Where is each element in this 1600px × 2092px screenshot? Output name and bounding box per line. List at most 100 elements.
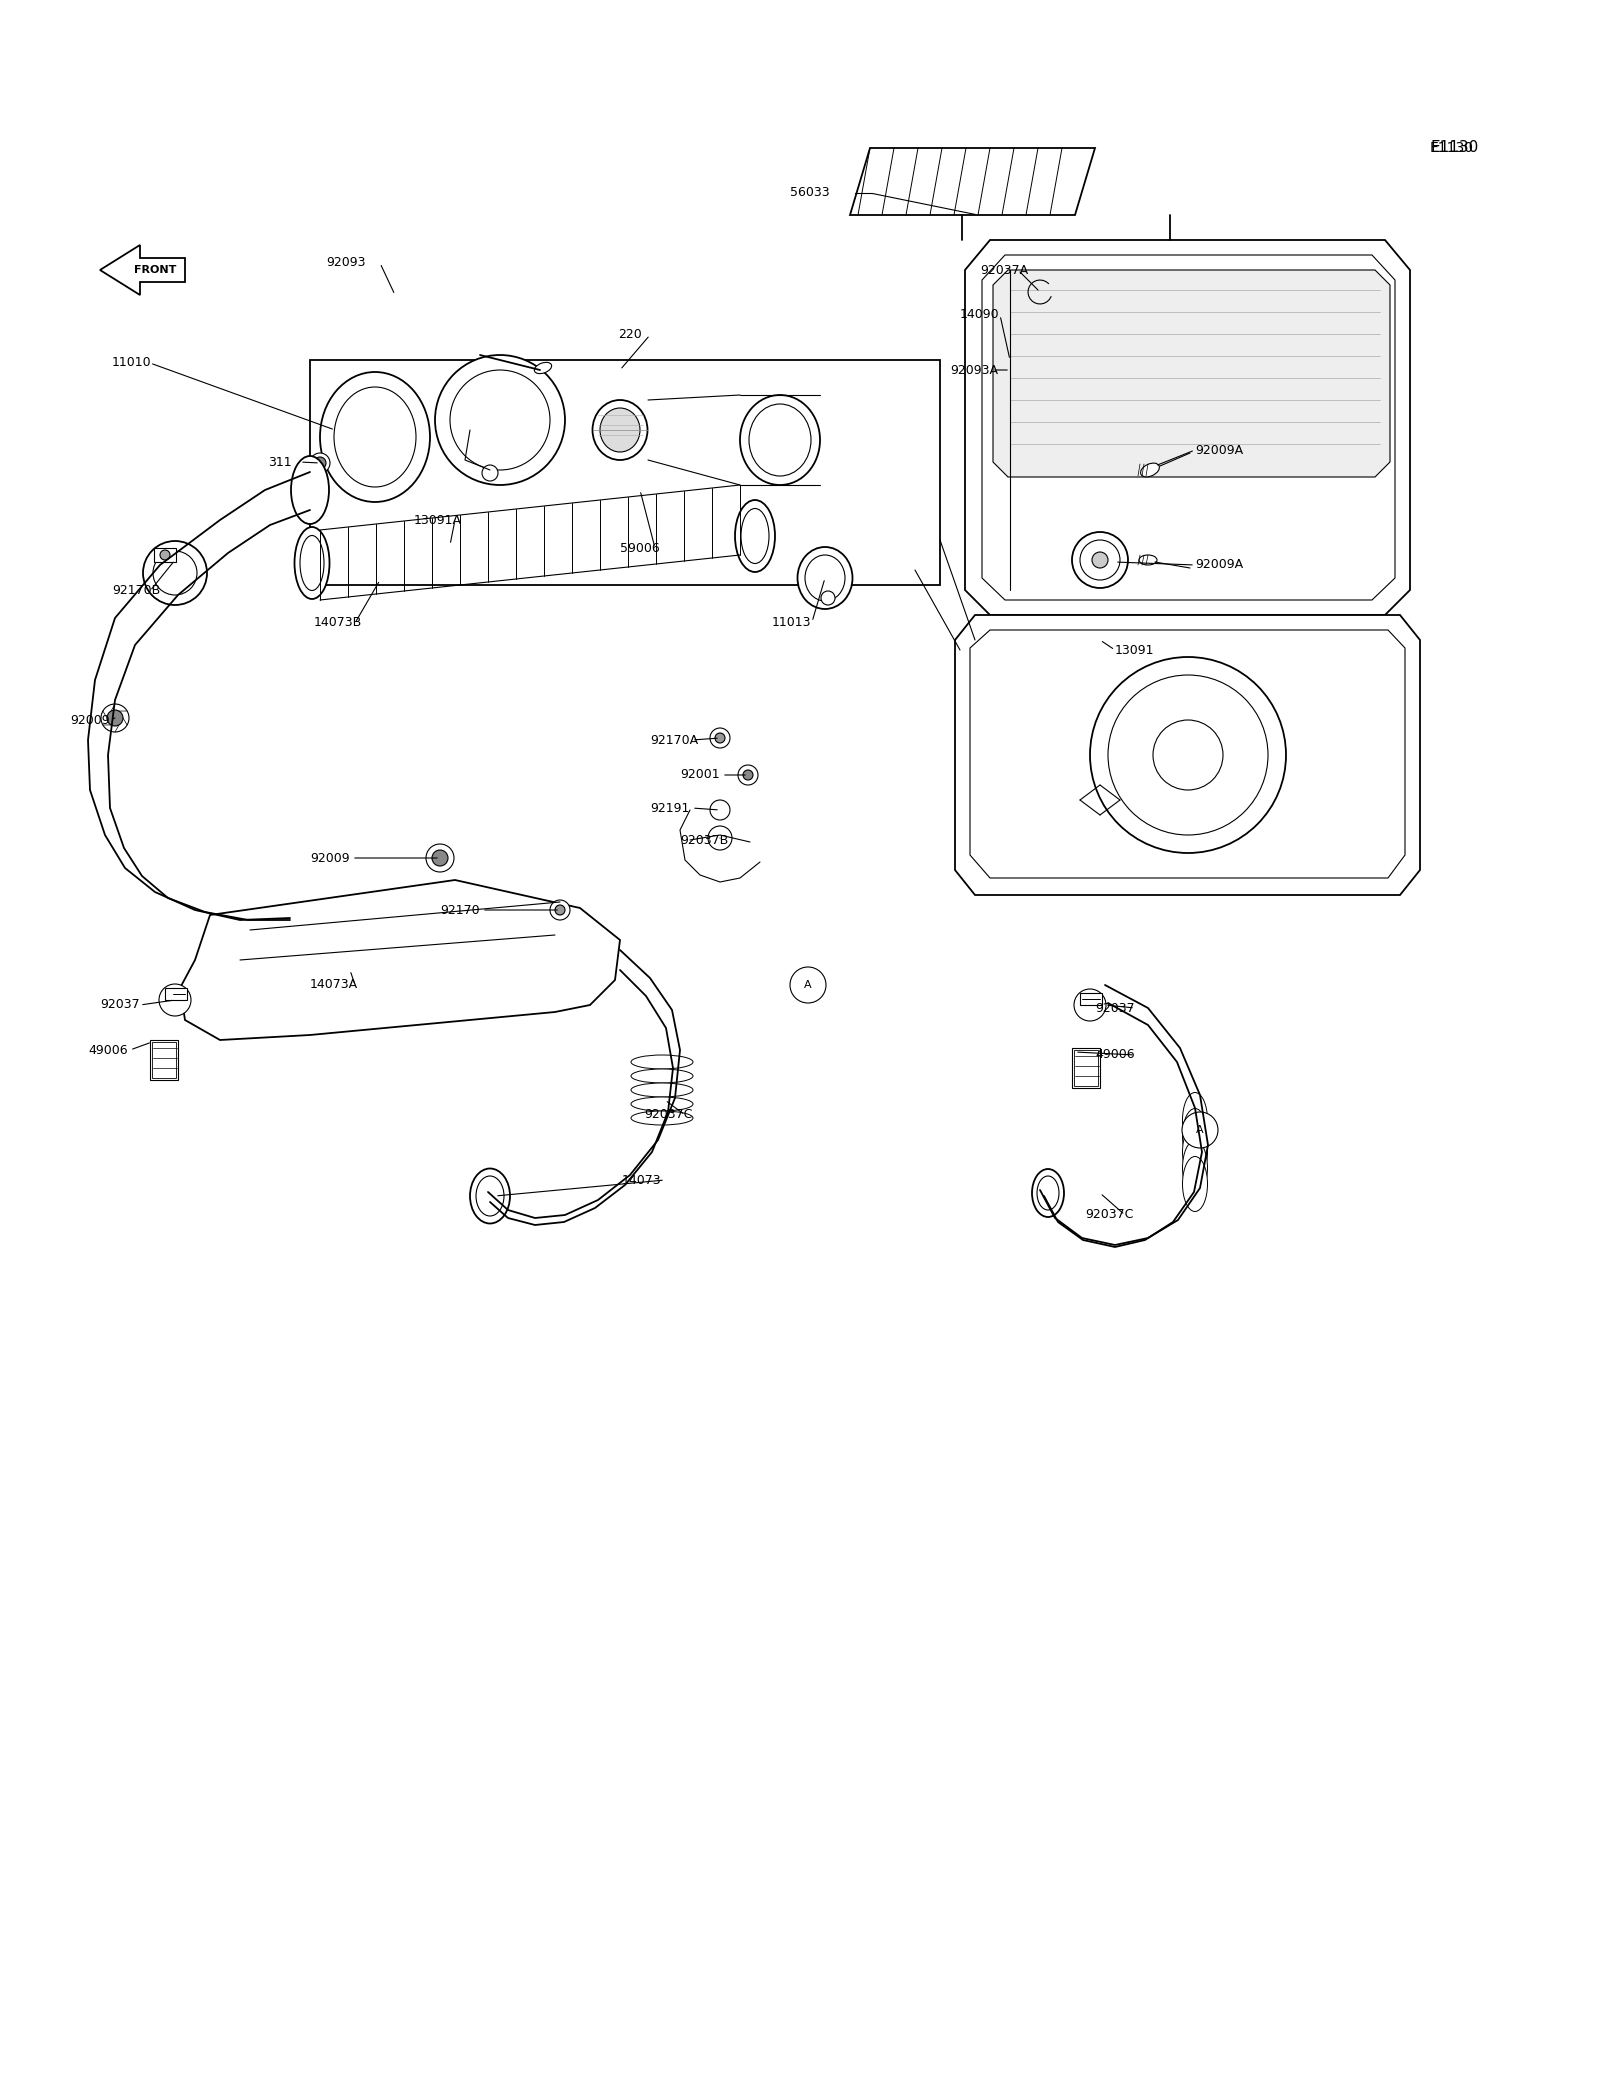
Text: 14073: 14073 [622,1174,662,1186]
Ellipse shape [592,400,648,460]
Text: 92009: 92009 [70,713,110,726]
Circle shape [142,542,206,605]
Ellipse shape [1182,1157,1208,1211]
Circle shape [1107,676,1267,835]
Circle shape [550,900,570,920]
Circle shape [158,983,190,1017]
Ellipse shape [294,527,330,598]
Bar [310,360,941,586]
Circle shape [1091,552,1107,569]
Circle shape [742,770,754,780]
Circle shape [738,766,758,784]
Polygon shape [99,245,186,295]
Circle shape [314,456,326,469]
Text: 49006: 49006 [1094,1048,1134,1061]
Text: 92093: 92093 [326,257,365,270]
Text: FRONT: FRONT [134,266,176,274]
Ellipse shape [630,1096,693,1111]
Ellipse shape [534,362,552,374]
Ellipse shape [741,508,770,563]
Text: 92093A: 92093A [950,364,998,377]
Circle shape [426,843,454,872]
Circle shape [1182,1113,1218,1149]
Ellipse shape [1182,1092,1208,1149]
Circle shape [432,849,448,866]
Text: 59006: 59006 [621,542,659,554]
Text: 92009A: 92009A [1195,444,1243,456]
Bar [1074,1050,1098,1086]
Text: 11013: 11013 [771,615,811,628]
Text: E1130: E1130 [1430,140,1474,155]
Bar [150,1040,178,1079]
Text: 311: 311 [269,456,291,469]
Circle shape [101,705,130,732]
Bar [165,987,187,1000]
Ellipse shape [1182,1125,1208,1180]
Bar [1080,994,1102,1004]
Text: E1130: E1130 [1430,140,1478,155]
Ellipse shape [1139,554,1157,565]
Text: 92037C: 92037C [1085,1209,1133,1222]
Ellipse shape [320,372,430,502]
Text: 92037B: 92037B [680,833,728,847]
Circle shape [710,728,730,749]
Circle shape [1154,720,1222,791]
Circle shape [790,967,826,1002]
Text: 92037: 92037 [1094,1002,1134,1015]
Circle shape [1080,540,1120,579]
Ellipse shape [797,546,853,609]
Ellipse shape [739,395,819,485]
Text: 49006: 49006 [88,1044,128,1056]
Ellipse shape [334,387,416,487]
Bar [154,548,176,563]
Text: 220: 220 [618,328,642,341]
Ellipse shape [1141,462,1160,477]
Text: 92170B: 92170B [112,584,160,598]
Text: 92037C: 92037C [643,1109,693,1121]
Ellipse shape [1182,1140,1208,1195]
Text: 92037: 92037 [99,998,139,1013]
Ellipse shape [630,1111,693,1125]
Ellipse shape [1037,1176,1059,1209]
Text: 92009A: 92009A [1195,559,1243,571]
Ellipse shape [301,536,323,590]
Text: 14073B: 14073B [314,617,362,630]
Circle shape [715,732,725,743]
Circle shape [707,826,733,849]
Bar [152,1042,176,1077]
Text: 92009: 92009 [310,851,350,864]
Circle shape [160,550,170,561]
Circle shape [450,370,550,471]
Text: 56033: 56033 [790,186,830,199]
Circle shape [435,356,565,485]
Text: 13091: 13091 [1115,644,1155,657]
Polygon shape [994,270,1390,477]
Bar [1072,1048,1101,1088]
Circle shape [821,592,835,605]
Polygon shape [982,255,1395,600]
Circle shape [154,550,197,594]
Circle shape [710,799,730,820]
Polygon shape [965,241,1410,615]
Polygon shape [179,881,621,1040]
Text: 92170: 92170 [440,904,480,916]
Text: 92191: 92191 [650,801,690,814]
Polygon shape [970,630,1405,879]
Text: 92037A: 92037A [979,264,1029,276]
Circle shape [555,906,565,914]
Text: 11010: 11010 [112,356,152,370]
Circle shape [1072,531,1128,588]
Text: 92170A: 92170A [650,734,698,747]
Polygon shape [850,149,1094,215]
Ellipse shape [1032,1169,1064,1218]
Ellipse shape [477,1176,504,1215]
Text: A: A [1197,1125,1203,1136]
Ellipse shape [630,1084,693,1096]
Text: 14090: 14090 [960,308,1000,322]
Ellipse shape [805,554,845,600]
Circle shape [310,454,330,473]
Text: A: A [805,979,811,990]
Ellipse shape [749,404,811,477]
Ellipse shape [734,500,774,571]
Circle shape [107,709,123,726]
